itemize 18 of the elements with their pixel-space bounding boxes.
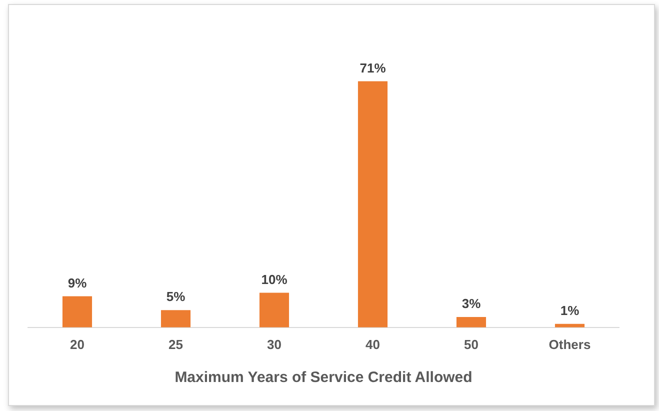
data-label: 1% xyxy=(560,303,580,318)
bar xyxy=(62,296,92,328)
data-label: 10% xyxy=(261,272,288,287)
data-label: 71% xyxy=(360,60,386,76)
x-tick-label: 30 xyxy=(267,336,282,352)
x-tick-label: 40 xyxy=(366,336,380,352)
x-axis-title: Maximum Years of Service Credit Allowed xyxy=(174,369,472,386)
x-tick-label: Others xyxy=(548,336,591,352)
x-tick-label: 50 xyxy=(464,336,478,352)
x-tick-label: 25 xyxy=(168,336,183,352)
x-tick-label: 20 xyxy=(70,336,84,352)
data-label: 3% xyxy=(462,296,482,312)
bar xyxy=(259,292,290,328)
bar xyxy=(358,81,388,328)
bar xyxy=(456,317,486,328)
data-label: 5% xyxy=(166,289,186,304)
data-label: 9% xyxy=(68,275,88,290)
bar xyxy=(160,310,191,328)
